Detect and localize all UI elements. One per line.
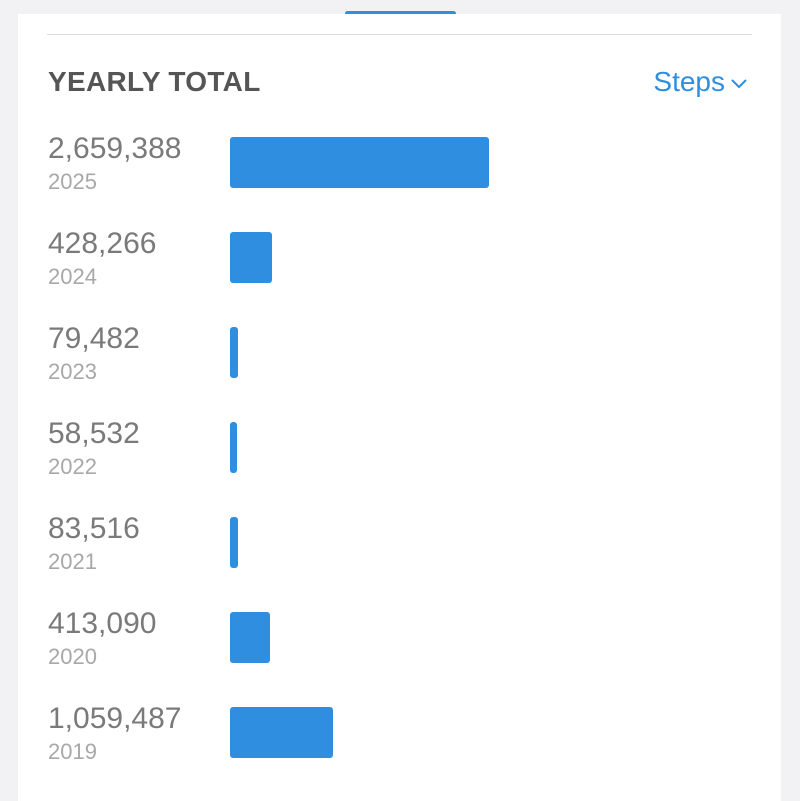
tab-indicator xyxy=(345,11,456,16)
row-year-label: 2021 xyxy=(48,549,97,574)
row-value-label: 2,659,388 xyxy=(48,132,182,165)
bar-2021 xyxy=(230,517,238,568)
bar-2020 xyxy=(230,612,270,663)
bar-2025 xyxy=(230,137,489,188)
metric-selector-label: Steps xyxy=(653,66,725,97)
top-bar xyxy=(0,0,800,14)
row-year-label: 2022 xyxy=(48,454,97,479)
chevron-down-icon xyxy=(731,79,747,88)
yearly-total-card: YEARLY TOTAL Steps 2,659,388 2025 428,266 2… xyxy=(18,14,781,801)
row-year-label: 2020 xyxy=(48,644,97,669)
row-year-label: 2024 xyxy=(48,264,97,289)
yearly-bar-chart: 2,659,388 2025 428,266 2024 79,482 2023 58,532… xyxy=(18,132,781,797)
row-value-label: 83,516 xyxy=(48,512,140,545)
metric-selector[interactable]: Steps xyxy=(653,66,747,98)
chart-row-2022[interactable]: 58,532 2022 xyxy=(18,417,781,512)
divider xyxy=(47,34,752,35)
chart-row-2021[interactable]: 83,516 2021 xyxy=(18,512,781,607)
row-year-label: 2025 xyxy=(48,169,97,194)
chart-row-2025[interactable]: 2,659,388 2025 xyxy=(18,132,781,227)
bar-2024 xyxy=(230,232,272,283)
row-value-label: 1,059,487 xyxy=(48,702,182,735)
chart-row-2023[interactable]: 79,482 2023 xyxy=(18,322,781,417)
chart-row-2019[interactable]: 1,059,487 2019 xyxy=(18,702,781,797)
row-value-label: 428,266 xyxy=(48,227,157,260)
row-year-label: 2019 xyxy=(48,739,97,764)
row-value-label: 58,532 xyxy=(48,417,140,450)
section-title: YEARLY TOTAL xyxy=(48,66,261,97)
row-value-label: 79,482 xyxy=(48,322,140,355)
bar-2022 xyxy=(230,422,237,473)
bar-2023 xyxy=(230,327,238,378)
row-year-label: 2023 xyxy=(48,359,97,384)
chart-row-2024[interactable]: 428,266 2024 xyxy=(18,227,781,322)
chart-row-2020[interactable]: 413,090 2020 xyxy=(18,607,781,702)
row-value-label: 413,090 xyxy=(48,607,157,640)
bar-2019 xyxy=(230,707,333,758)
